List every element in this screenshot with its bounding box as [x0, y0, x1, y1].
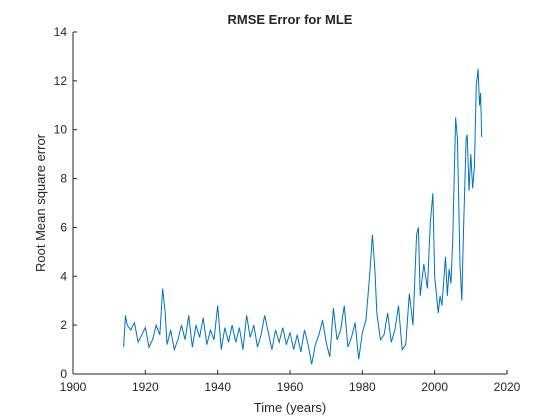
x-tick-label: 1920: [132, 380, 159, 394]
y-tick-label: 12: [54, 74, 68, 88]
x-tick-label: 2020: [494, 380, 521, 394]
x-tick-label: 2000: [421, 380, 448, 394]
y-tick-label: 4: [60, 269, 67, 283]
y-tick-label: 14: [54, 25, 68, 39]
y-tick-label: 0: [60, 367, 67, 381]
y-axis-label: Root Mean square error: [33, 133, 48, 272]
x-tick-label: 1900: [60, 380, 87, 394]
x-axis-label: Time (years): [254, 400, 326, 415]
x-tick-label: 1960: [277, 380, 304, 394]
x-tick-label: 1980: [349, 380, 376, 394]
chart-title: RMSE Error for MLE: [228, 12, 353, 27]
y-tick-label: 2: [60, 318, 67, 332]
y-tick-label: 8: [60, 172, 67, 186]
y-tick-label: 10: [54, 123, 68, 137]
data-line: [123, 68, 483, 365]
x-tick-label: 1940: [204, 380, 231, 394]
y-tick-label: 6: [60, 220, 67, 234]
